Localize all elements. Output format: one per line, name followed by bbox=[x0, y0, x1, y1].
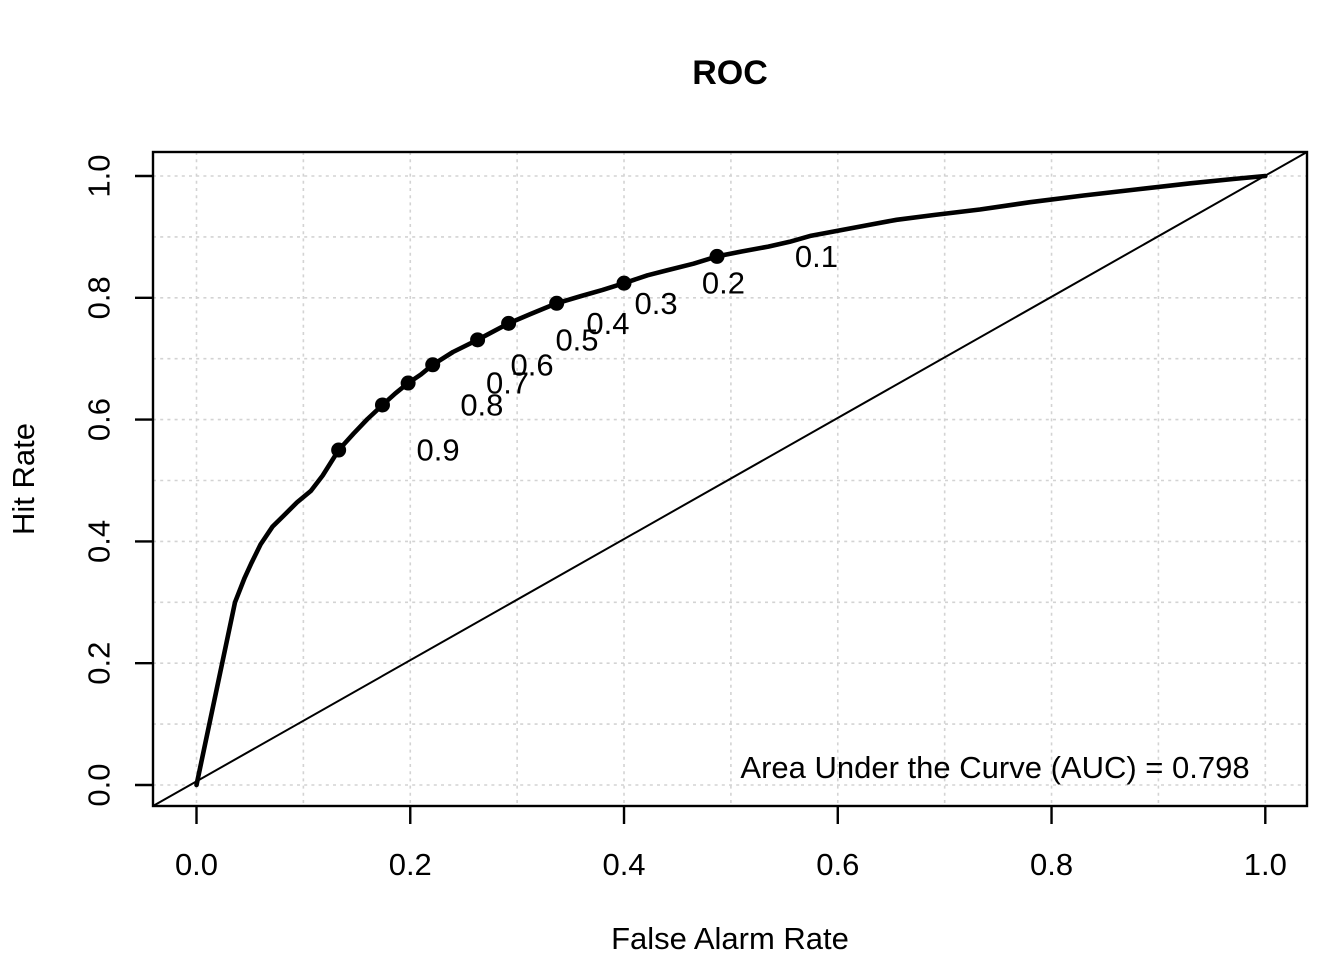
x-tick-label: 1.0 bbox=[1244, 847, 1287, 882]
operating-point bbox=[501, 315, 517, 331]
chance-diagonal-layer bbox=[152, 151, 1308, 807]
operating-points-layer: 0.90.80.70.60.50.40.3 0.2 0.1 bbox=[331, 239, 838, 468]
x-axis-label: False Alarm Rate bbox=[611, 921, 849, 956]
operating-point bbox=[616, 275, 632, 291]
y-tick-label: 0.4 bbox=[82, 520, 117, 563]
operating-point bbox=[331, 442, 347, 458]
y-tick-label: 1.0 bbox=[82, 154, 117, 197]
operating-point bbox=[374, 397, 390, 413]
y-tick-label: 0.8 bbox=[82, 276, 117, 319]
x-tick-label: 0.4 bbox=[602, 847, 645, 882]
chance-diagonal-line bbox=[152, 151, 1308, 807]
threshold-label: 0.6 bbox=[511, 347, 554, 382]
x-tick-label: 0.2 bbox=[389, 847, 432, 882]
threshold-label: 0.1 bbox=[795, 239, 838, 274]
operating-point bbox=[400, 375, 416, 391]
operating-point bbox=[470, 332, 486, 348]
threshold-label: 0.3 bbox=[635, 286, 678, 321]
operating-point bbox=[709, 248, 725, 264]
x-tick-label: 0.0 bbox=[175, 847, 218, 882]
x-tick-label: 0.8 bbox=[1030, 847, 1073, 882]
threshold-label: 0.2 bbox=[702, 266, 745, 301]
auc-annotation: Area Under the Curve (AUC) = 0.798 bbox=[740, 750, 1249, 785]
y-axis-label: Hit Rate bbox=[6, 423, 41, 535]
y-tick-label: 0.0 bbox=[82, 763, 117, 806]
plot-box-layer bbox=[151, 150, 1309, 808]
chart-title: ROC bbox=[692, 54, 768, 92]
threshold-label: 0.7 bbox=[486, 366, 529, 401]
threshold-label: 0.5 bbox=[555, 322, 598, 357]
axis-ticks-layer: 0.0 0.2 0.4 0.6 0.8 1.00.00.20.40.60.81.0 bbox=[82, 154, 1287, 882]
x-tick-label: 0.6 bbox=[816, 847, 859, 882]
y-tick-label: 0.6 bbox=[82, 398, 117, 441]
roc-curve bbox=[194, 173, 1268, 788]
plot-box bbox=[151, 150, 1309, 808]
roc-curve-layer bbox=[194, 173, 1268, 788]
threshold-label: 0.8 bbox=[460, 387, 503, 422]
y-tick-label: 0.2 bbox=[82, 642, 117, 685]
threshold-label: 0.4 bbox=[586, 306, 629, 341]
operating-point bbox=[549, 295, 565, 311]
operating-point bbox=[425, 357, 441, 373]
threshold-label: 0.9 bbox=[416, 433, 459, 468]
